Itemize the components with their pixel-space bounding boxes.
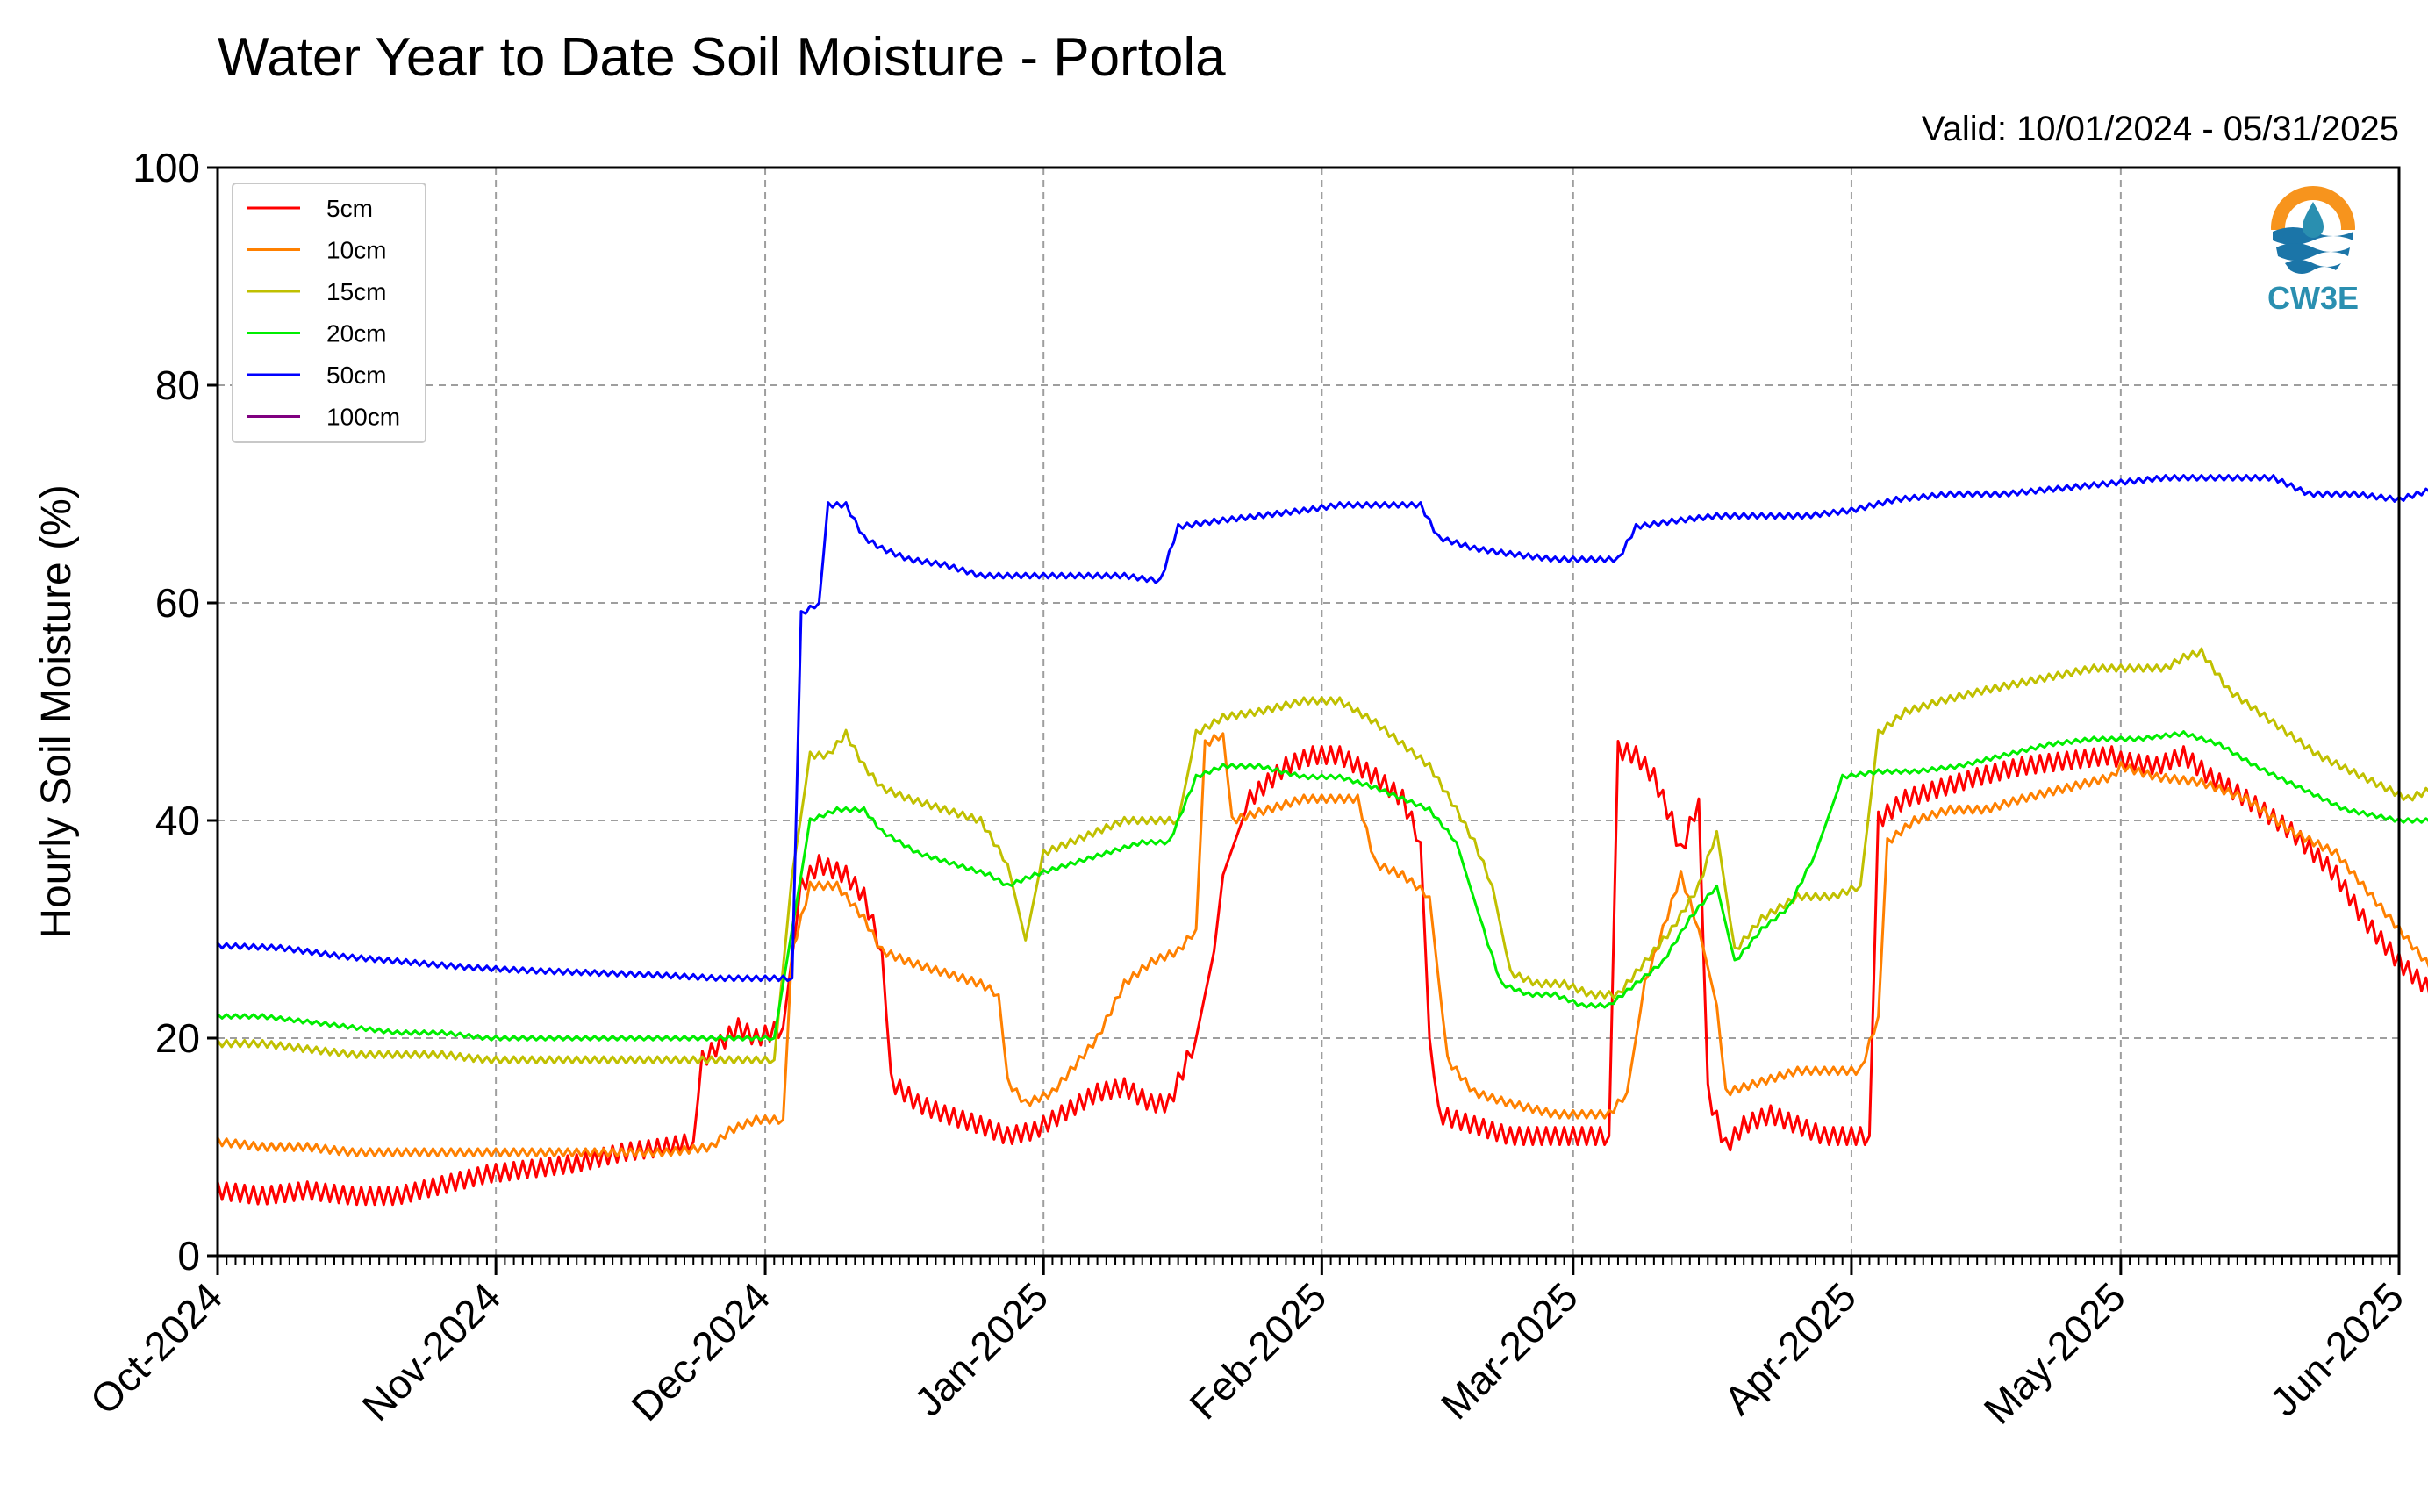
x-tick-label: Dec-2024 bbox=[622, 1273, 778, 1430]
y-tick-label: 80 bbox=[155, 362, 200, 408]
x-tick-label: Jun-2025 bbox=[2261, 1273, 2412, 1424]
logo-wave-icon bbox=[2285, 260, 2341, 274]
y-axis-ticks: 0 20 40 60 80 100 bbox=[133, 145, 218, 1279]
series-line-10cm bbox=[216, 732, 2428, 1157]
legend-label-10cm: 10cm bbox=[326, 237, 386, 264]
series-line-20cm bbox=[216, 730, 2428, 1042]
legend-label-50cm: 50cm bbox=[326, 362, 386, 389]
series-line-15cm bbox=[216, 647, 2428, 1064]
y-tick-label: 20 bbox=[155, 1015, 200, 1061]
legend-label-15cm: 15cm bbox=[326, 278, 386, 305]
x-tick-label: Feb-2025 bbox=[1180, 1273, 1335, 1428]
y-axis-label: Hourly Soil Moisture (%) bbox=[33, 484, 80, 938]
series-line-50cm bbox=[216, 474, 2428, 983]
valid-date-range: Valid: 10/01/2024 - 05/31/2025 bbox=[1922, 110, 2399, 148]
logo-text: CW3E bbox=[2267, 280, 2359, 316]
x-tick-label: May-2025 bbox=[1975, 1273, 2134, 1432]
legend-label-100cm: 100cm bbox=[326, 404, 400, 431]
y-tick-label: 100 bbox=[133, 145, 200, 190]
y-tick-label: 40 bbox=[155, 798, 200, 843]
x-tick-label: Jan-2025 bbox=[906, 1273, 1056, 1424]
legend-label-5cm: 5cm bbox=[326, 195, 373, 222]
chart-title: Water Year to Date Soil Moisture - Porto… bbox=[218, 27, 1226, 88]
data-series bbox=[216, 474, 2428, 1207]
x-tick-label: Apr-2025 bbox=[1715, 1273, 1865, 1423]
x-tick-label: Oct-2024 bbox=[82, 1273, 232, 1423]
x-axis-ticks: Oct-2024 Nov-2024 Dec-2024 Jan-2025 Feb-2025… bbox=[82, 1256, 2412, 1433]
y-tick-label: 0 bbox=[177, 1233, 200, 1279]
x-tick-label: Mar-2025 bbox=[1432, 1273, 1586, 1428]
y-tick-label: 60 bbox=[155, 580, 200, 626]
legend-box bbox=[232, 183, 426, 443]
legend-label-20cm: 20cm bbox=[326, 320, 386, 348]
series-line-5cm bbox=[216, 740, 2428, 1207]
plot-area-frame bbox=[216, 166, 2401, 1258]
logo-droplet-icon bbox=[2303, 202, 2324, 238]
cw3e-logo: CW3E bbox=[2267, 186, 2359, 316]
grid-lines bbox=[218, 168, 2399, 1256]
logo-wave-icon bbox=[2276, 243, 2350, 261]
legend: 5cm 10cm 15cm 20cm 50cm 100cm bbox=[232, 183, 426, 443]
x-tick-label: Nov-2024 bbox=[353, 1273, 509, 1430]
